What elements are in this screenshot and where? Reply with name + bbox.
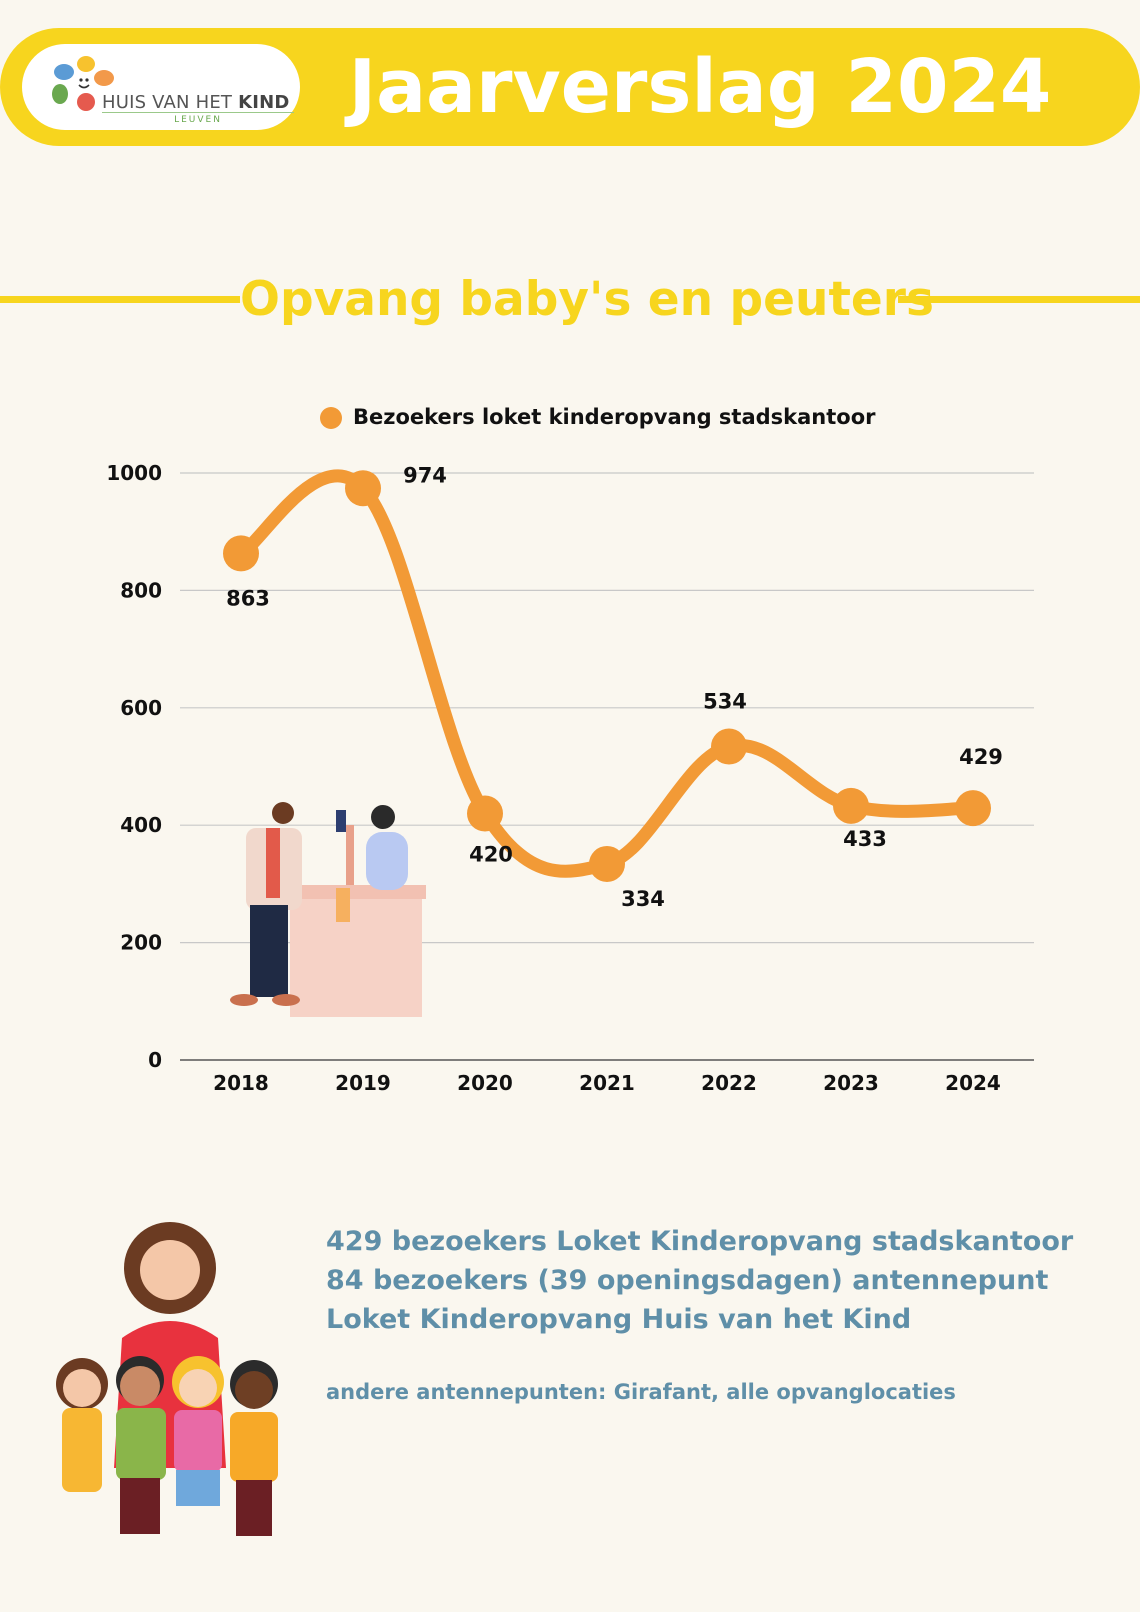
logo: HUIS VAN HET KIND LEUVEN	[22, 44, 300, 130]
section-divider-right	[898, 296, 1140, 303]
page-title: Jaarverslag 2024	[348, 44, 1052, 130]
x-tick-label: 2023	[823, 1071, 879, 1095]
data-label: 974	[403, 463, 447, 487]
data-point	[711, 728, 747, 765]
x-tick-label: 2021	[579, 1071, 635, 1095]
data-point	[467, 795, 503, 832]
data-label: 429	[959, 745, 1003, 769]
stat-line-antennepunt: 84 bezoekers (39 openingsdagen) antennep…	[326, 1265, 1049, 1335]
data-label: 420	[469, 842, 513, 866]
y-tick-label: 800	[120, 578, 162, 602]
section-title: Opvang baby's en peuters	[240, 272, 934, 327]
data-point	[589, 845, 625, 882]
stats-block: 429 bezoekers Loket Kinderopvang stadska…	[326, 1222, 1126, 1339]
x-tick-label: 2022	[701, 1071, 757, 1095]
line-chart: 0 200 400 600 800 1000 2018 2019 2020 2021 2022 20…	[106, 405, 1034, 1095]
counter-illustration	[230, 802, 426, 1017]
y-tick-label: 0	[148, 1048, 162, 1072]
logo-city: LEUVEN	[102, 112, 294, 125]
x-tick-label: 2024	[945, 1071, 1001, 1095]
data-point	[345, 470, 381, 507]
flower-logo-icon	[52, 56, 114, 111]
note-antennepunten: andere antennepunten: Girafant, alle opv…	[326, 1380, 956, 1404]
data-label: 534	[703, 690, 747, 714]
legend-marker	[320, 407, 342, 429]
y-tick-label: 400	[120, 813, 162, 837]
data-point	[223, 535, 259, 572]
x-tick-label: 2020	[457, 1071, 513, 1095]
header-banner: HUIS VAN HET KIND LEUVEN Jaarverslag 202…	[0, 28, 1140, 146]
stat-line-stadskantoor: 429 bezoekers Loket Kinderopvang stadska…	[326, 1226, 1074, 1257]
y-tick-label: 200	[120, 931, 162, 955]
data-label: 863	[226, 586, 270, 610]
y-tick-label: 600	[120, 696, 162, 720]
data-point	[955, 790, 991, 827]
x-tick-label: 2018	[213, 1071, 269, 1095]
data-point	[833, 787, 869, 824]
y-tick-label: 1000	[106, 461, 162, 485]
logo-name-bold: KIND	[238, 92, 290, 113]
data-label: 334	[621, 887, 665, 911]
family-illustration	[56, 1222, 278, 1536]
section-divider-left	[0, 296, 240, 303]
x-tick-label: 2019	[335, 1071, 391, 1095]
legend-label: Bezoekers loket kinderopvang stadskantoo…	[353, 405, 876, 429]
logo-name: HUIS VAN HET	[102, 92, 233, 113]
data-label: 433	[843, 827, 887, 851]
